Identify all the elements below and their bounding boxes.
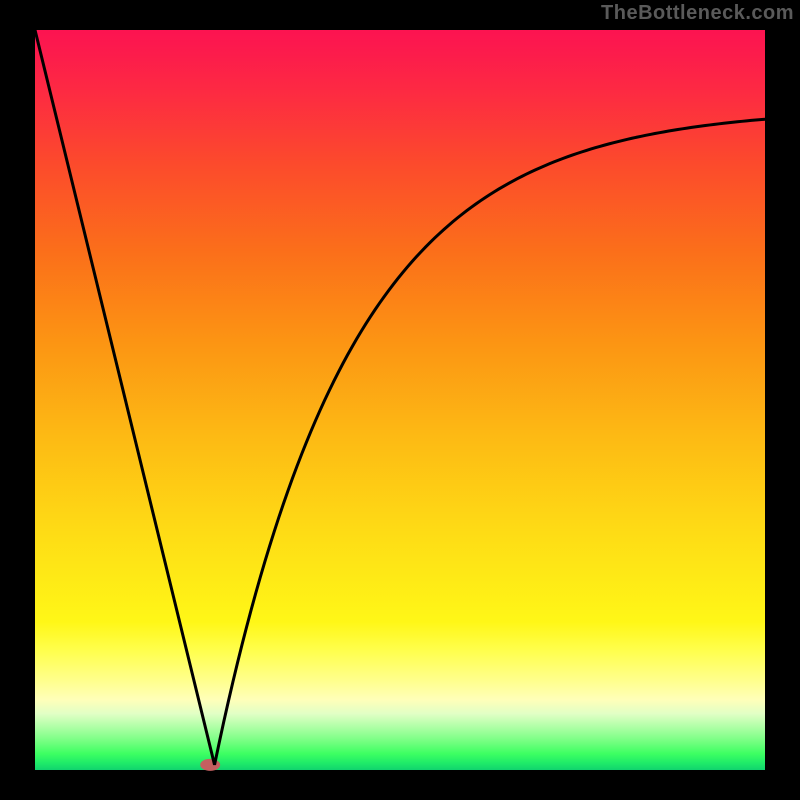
plot-background [35, 30, 765, 770]
chart-stage: TheBottleneck.com [0, 0, 800, 800]
watermark-text: TheBottleneck.com [601, 2, 794, 25]
vertex-marker [200, 759, 220, 771]
bottleneck-chart [0, 0, 800, 800]
